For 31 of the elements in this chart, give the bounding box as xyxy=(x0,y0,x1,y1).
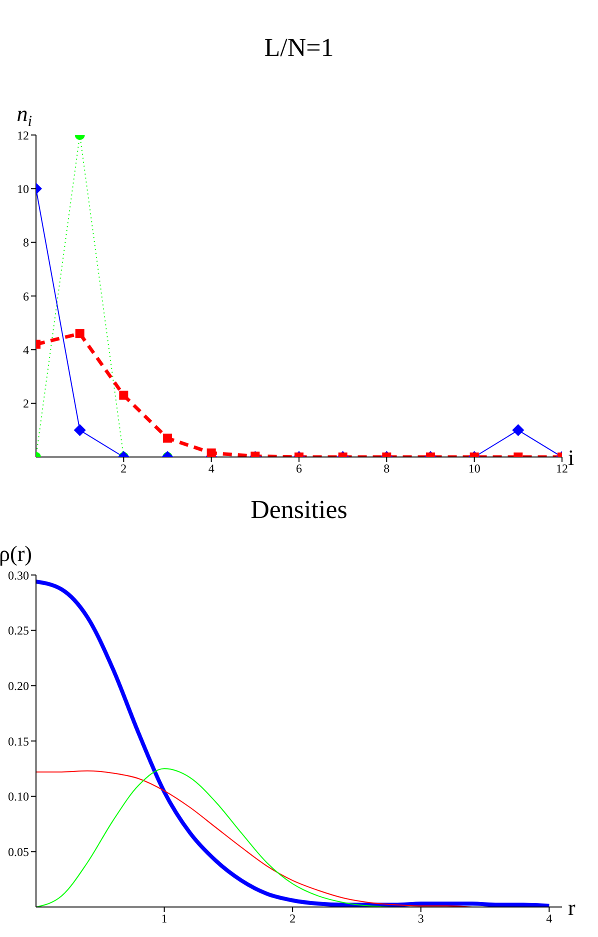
y-tick-label: 0.20 xyxy=(8,678,29,693)
x-tick-label: 6 xyxy=(296,462,302,476)
y-tick-label: 12 xyxy=(17,128,29,142)
x-tick-label: 2 xyxy=(120,462,127,476)
y-tick-label: 0.30 xyxy=(8,568,29,582)
y-tick-label: 2 xyxy=(23,396,29,411)
x-tick-label: 8 xyxy=(384,462,390,476)
y-tick-label: 10 xyxy=(17,182,29,196)
x-tick-label: 12 xyxy=(556,462,568,476)
x-axis-title: r xyxy=(568,895,576,920)
y-tick-label: 6 xyxy=(23,289,29,304)
line-series xyxy=(36,580,552,907)
point xyxy=(119,390,128,400)
y-tick-label: 0.25 xyxy=(8,624,29,638)
y-tick-label: 0.10 xyxy=(8,790,29,804)
x-tick-label: 4 xyxy=(208,462,214,476)
x-tick-label: 10 xyxy=(468,462,480,476)
point xyxy=(75,329,84,338)
y-tick-label: 8 xyxy=(23,236,29,250)
y-tick-label: 0.05 xyxy=(8,844,29,859)
x-tick-label: 2 xyxy=(290,912,296,926)
x-tick-label: 4 xyxy=(546,912,552,926)
y-axis-title: ρ(r) xyxy=(0,541,32,566)
y-tick-label: 4 xyxy=(23,342,29,357)
y-axis-title: n$_{i}$ xyxy=(16,101,32,130)
chart-title: L/N=1 xyxy=(264,32,334,62)
y-tick-label: 0.15 xyxy=(8,734,29,748)
x-axis-title: i xyxy=(568,445,574,470)
x-tick-label: 1 xyxy=(161,912,168,926)
x-tick-label: 3 xyxy=(418,912,424,926)
chart-title: Densities xyxy=(250,495,348,525)
